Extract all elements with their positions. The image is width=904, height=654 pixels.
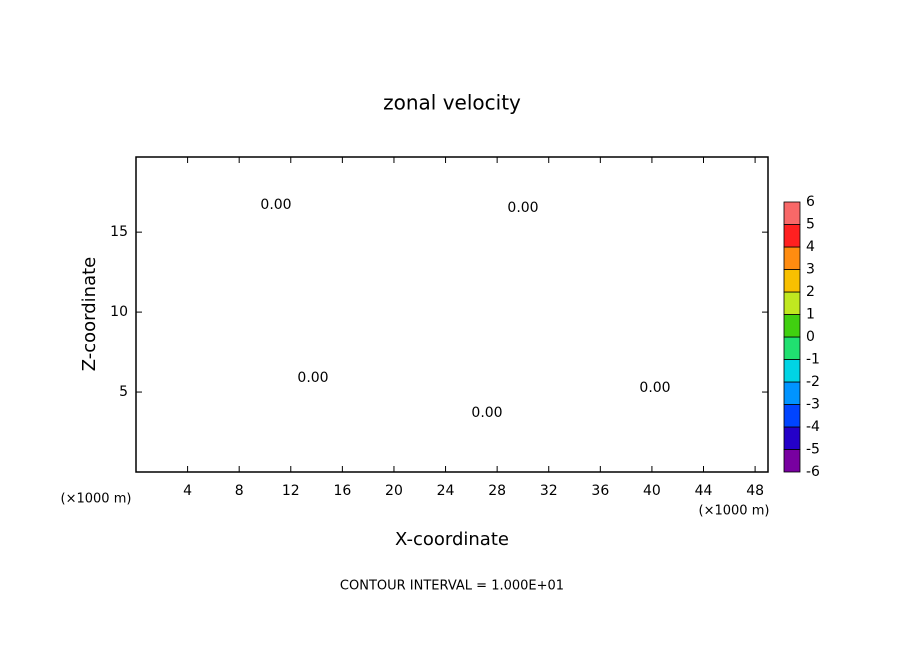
colorbar-tick-label: 1 [806,307,815,323]
colorbar-segment [783,224,801,248]
colorbar-tick-label: -4 [806,419,820,435]
colorbar-tick-label: -5 [806,442,820,458]
y-tick-label: 5 [119,384,128,400]
colorbar-segment [783,201,801,225]
y-tick-label: 10 [110,304,128,320]
colorbar-tick-label: 4 [806,239,815,255]
x-tick-label: 16 [333,483,351,499]
colorbar-segment [783,449,801,473]
x-unit: (×1000 m) [699,504,770,519]
contour-label: 0.00 [639,380,670,396]
colorbar-tick-label: -1 [806,352,820,368]
colorbar-tick-label: 6 [806,194,815,210]
chart-title: zonal velocity [383,91,521,115]
x-tick-label: 20 [385,483,403,499]
x-tick-label: 48 [746,483,764,499]
x-tick-label: 28 [488,483,506,499]
x-axis-label: X-coordinate [395,529,509,550]
x-tick-label: 32 [540,483,558,499]
colorbar-segment [783,269,801,293]
colorbar-segment [783,404,801,428]
colorbar-segment [783,336,801,360]
x-tick-label: 40 [643,483,661,499]
x-tick-label: 44 [695,483,713,499]
colorbar-segment [783,381,801,405]
colorbar-segment [783,291,801,315]
colorbar-segment [783,359,801,383]
contour-label: 0.00 [260,197,291,213]
colorbar-tick-label: -2 [806,374,820,390]
contour-label: 0.00 [297,370,328,386]
y-tick-label: 15 [110,224,128,240]
colorbar-tick-label: -3 [806,397,820,413]
colorbar-segment [783,246,801,270]
footnote: CONTOUR INTERVAL = 1.000E+01 [340,579,564,594]
y-unit: (×1000 m) [61,492,132,507]
colorbar-tick-label: -6 [806,464,820,480]
contour-label: 0.00 [471,405,502,421]
colorbar-segment [783,314,801,338]
x-tick-label: 8 [235,483,244,499]
contour-label: 0.00 [507,200,538,216]
plot-frame [135,156,769,473]
colorbar-tick-label: 2 [806,284,815,300]
x-tick-label: 36 [591,483,609,499]
colorbar-tick-label: 3 [806,262,815,278]
colorbar-tick-label: 0 [806,329,815,345]
x-tick-label: 12 [282,483,300,499]
x-tick-label: 24 [437,483,455,499]
y-axis-label: Z-coordinate [79,257,100,372]
colorbar-tick-label: 5 [806,217,815,233]
colorbar-segment [783,426,801,450]
x-tick-label: 4 [183,483,192,499]
